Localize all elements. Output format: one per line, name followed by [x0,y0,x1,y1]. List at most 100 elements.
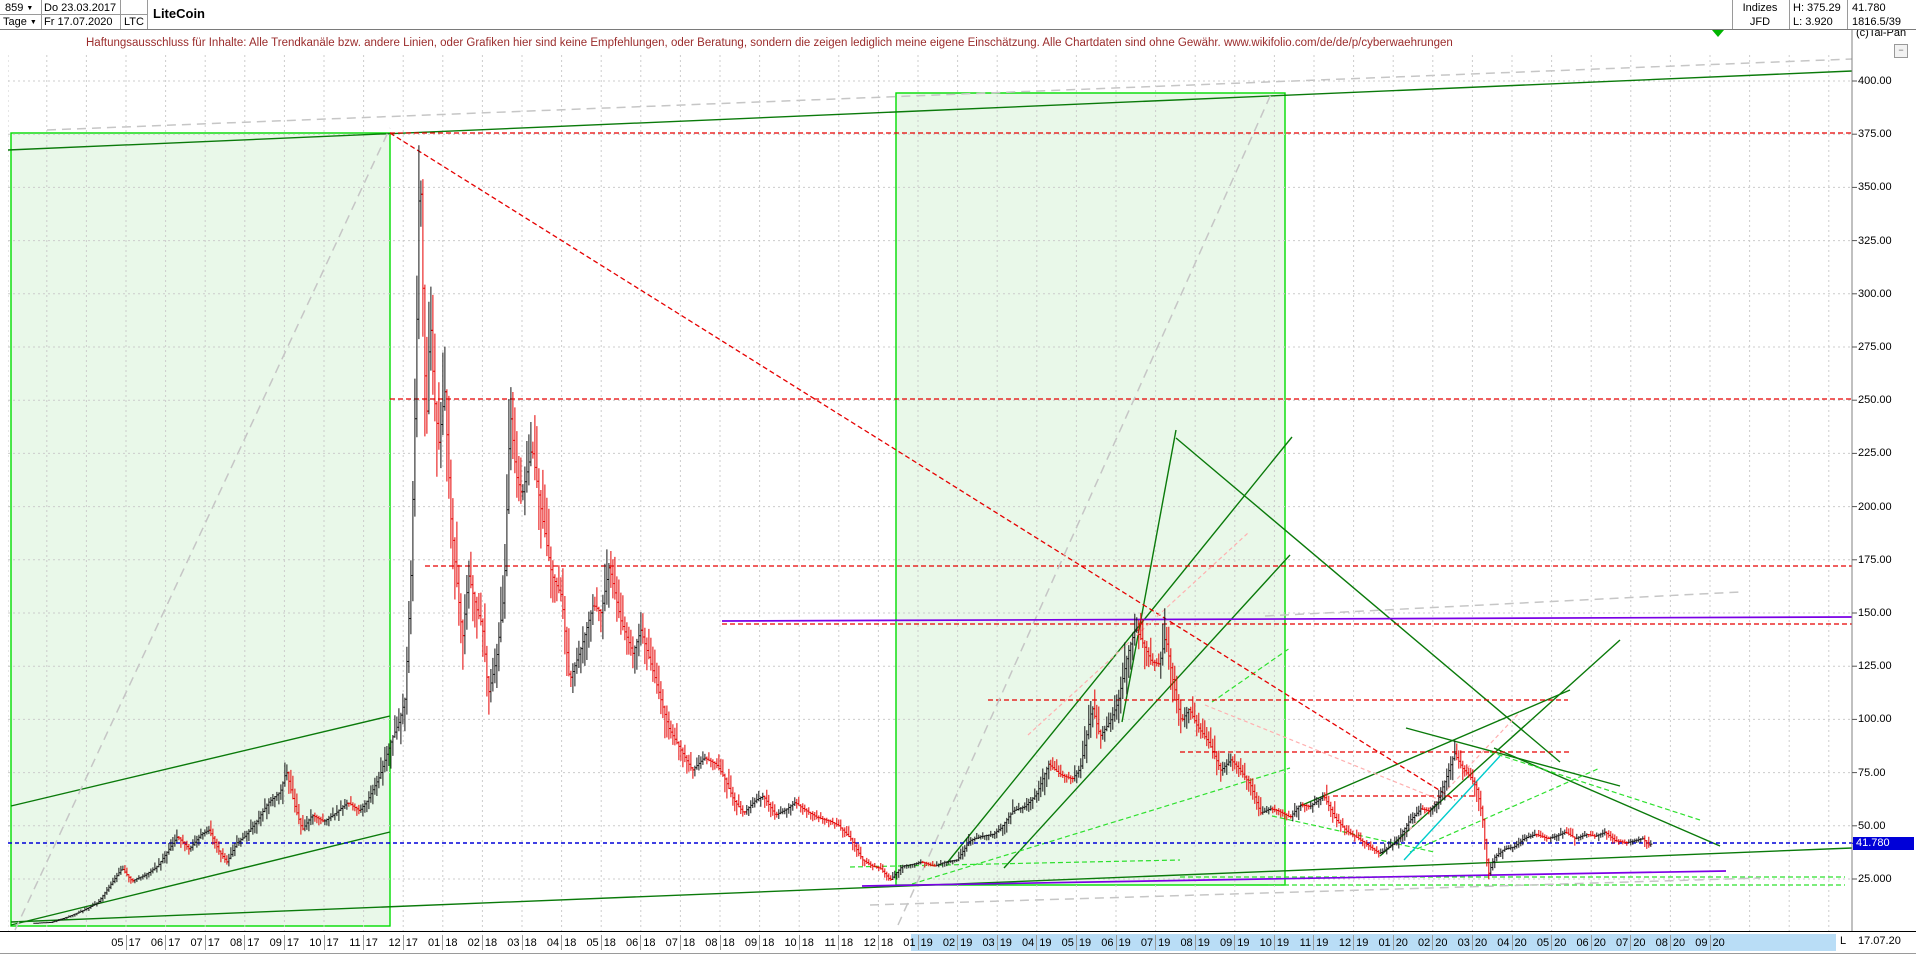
period-dropdown[interactable]: Tage ▼ [3,15,37,30]
trend-line [849,859,1181,868]
copyright-label: (c)Tai-Pan [1856,27,1907,39]
month-label: 09 17 [269,935,300,950]
toolbar: 859 ▼ Tage ▼ Do 23.03.2017 Fr 17.07.2020… [0,0,1916,30]
trend-line [1394,711,1521,846]
month-tick [442,935,444,950]
month-tick [1392,935,1394,950]
month-label: 08 17 [230,935,260,950]
time-axis-highlight-band [911,934,1836,951]
month-tick [561,935,563,950]
price-tick-label: 75.00 [1858,766,1886,779]
last-price-label: 41.780 [1852,2,1886,14]
collapse-chart-button[interactable]: − [1894,44,1908,58]
month-label: 07 17 [190,935,220,950]
price-tick-label: 50.00 [1858,819,1886,832]
month-label: 05 20 [1536,935,1567,950]
trend-zone-box [895,92,1286,886]
last-bar-marker: L [1840,935,1847,947]
month-tick [957,935,959,950]
month-tick [1590,935,1592,950]
month-tick [917,935,919,950]
price-tick-label: 150.00 [1858,607,1892,619]
month-label: 07 20 [1616,935,1646,950]
price-tick-label: 350.00 [1858,181,1892,194]
current-price-badge: 41.780 [1853,837,1914,851]
trend-line [1003,554,1291,869]
period-value: Tage [3,16,27,28]
month-label: 12 17 [388,935,418,950]
divider [1847,0,1848,29]
month-tick [362,935,364,950]
month-tick [323,935,325,950]
trend-zone-box [10,132,391,927]
trend-line [1027,532,1249,736]
price-tick-label: 200.00 [1858,500,1892,513]
month-label: 08 18 [705,935,735,950]
ohlc-bars-down [123,179,1651,884]
month-tick [1471,935,1473,950]
last-date-label: 17.07.20 [1858,935,1901,947]
month-label: 09 18 [744,935,775,950]
date-from[interactable]: Do 23.03.2017 [44,2,117,14]
trend-line [1493,747,1721,847]
price-tick-label: 175.00 [1858,553,1892,566]
price-tick-label: 125.00 [1858,660,1892,673]
month-tick [165,935,167,950]
trend-line [1121,429,1177,723]
month-label: 11 19 [1299,935,1329,950]
month-tick [1709,935,1711,950]
month-label: 11 17 [349,935,378,950]
month-tick [1511,935,1513,950]
month-tick [1234,935,1236,950]
price-tick-label: 375.00 [1858,128,1892,141]
trend-line [861,870,1727,887]
month-tick [1313,935,1315,950]
price-tick-label: 225.00 [1858,447,1892,460]
month-tick [719,935,721,950]
divider [147,0,148,29]
divider [1732,0,1733,29]
month-label: 04 19 [1022,935,1052,950]
date-to[interactable]: Fr 17.07.2020 [44,16,113,28]
month-tick [481,935,483,950]
month-label: 08 20 [1655,935,1686,950]
month-tick [125,935,127,950]
time-axis[interactable]: L 17.07.20 05 17 06 17 07 17 08 17 09 17 10 17 11 17 1… [0,931,1916,954]
trend-line [1489,751,1701,821]
month-label: 01 19 [903,935,933,950]
month-tick [204,935,206,950]
trend-line [897,91,1273,926]
month-label: 06 20 [1576,935,1606,950]
price-tick-label: 275.00 [1858,341,1892,353]
month-tick [798,935,800,950]
month-label: 12 18 [863,935,894,950]
month-label: 10 18 [784,935,814,950]
month-tick [1075,935,1077,950]
price-tick-label: 25.000 [1858,873,1892,885]
month-label: 07 18 [665,935,696,950]
divider [0,14,147,15]
month-tick [521,935,523,950]
trend-line [14,127,391,931]
month-label: 04 18 [546,935,577,950]
month-label: 07 19 [1140,935,1171,950]
divider [1789,0,1790,29]
bars-count-dropdown[interactable]: 859 ▼ [5,1,33,16]
month-label: 05 17 [111,935,141,950]
month-tick [600,935,602,950]
month-label: 03 20 [1457,935,1488,950]
trend-line [1299,689,1571,807]
month-tick [1353,935,1355,950]
price-tick-label: 300.00 [1858,287,1892,300]
month-label: 02 20 [1418,935,1448,950]
month-label: 01 20 [1378,935,1408,950]
trend-line [1175,437,1561,763]
price-tick-label: 100.00 [1858,713,1892,726]
month-tick [402,935,404,950]
trend-line [1409,767,1601,853]
month-label: 04 20 [1497,935,1527,950]
month-label: 05 19 [1061,935,1092,950]
scroll-position-marker-icon[interactable] [1712,30,1724,37]
month-label: 06 17 [150,935,181,950]
